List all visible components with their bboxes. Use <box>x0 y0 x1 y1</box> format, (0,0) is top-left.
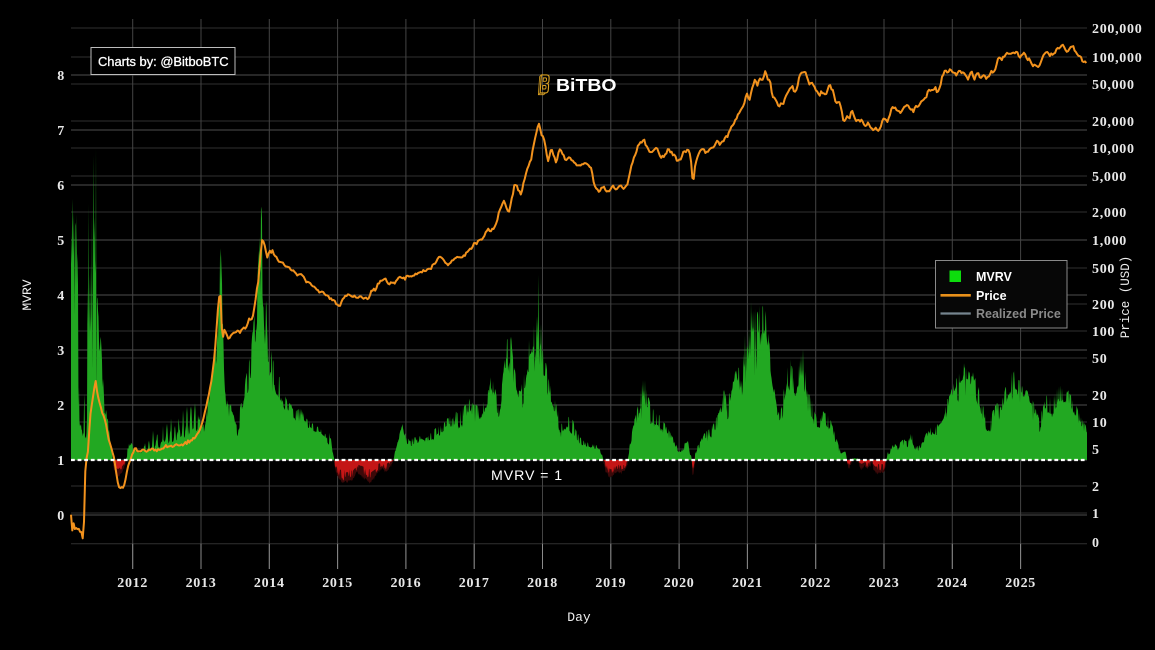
svg-text:2013: 2013 <box>186 576 217 591</box>
svg-text:2021: 2021 <box>732 576 763 591</box>
svg-text:50: 50 <box>1092 352 1107 367</box>
svg-text:2023: 2023 <box>869 576 900 591</box>
svg-text:MVRV = 1: MVRV = 1 <box>491 468 563 484</box>
svg-text:2025: 2025 <box>1005 576 1036 591</box>
svg-text:6: 6 <box>57 179 65 194</box>
svg-text:Price (USD): Price (USD) <box>1119 256 1133 339</box>
svg-text:100,000: 100,000 <box>1092 51 1142 66</box>
svg-text:2017: 2017 <box>459 576 490 591</box>
svg-text:2: 2 <box>57 399 65 414</box>
svg-text:0: 0 <box>1092 536 1100 551</box>
svg-text:2012: 2012 <box>117 576 148 591</box>
svg-text:10: 10 <box>1092 416 1107 431</box>
svg-text:MVRV: MVRV <box>20 279 35 310</box>
svg-text:4: 4 <box>57 289 65 304</box>
svg-text:5,000: 5,000 <box>1092 170 1127 185</box>
svg-text:1: 1 <box>57 454 65 469</box>
svg-text:2020: 2020 <box>664 576 695 591</box>
svg-text:2022: 2022 <box>800 576 831 591</box>
svg-text:20,000: 20,000 <box>1092 115 1135 130</box>
svg-text:2015: 2015 <box>322 576 353 591</box>
svg-text:5: 5 <box>1092 443 1100 458</box>
svg-text:2019: 2019 <box>595 576 626 591</box>
svg-text:1: 1 <box>1092 507 1100 522</box>
svg-text:MVRV: MVRV <box>976 270 1013 284</box>
svg-text:100: 100 <box>1092 325 1115 340</box>
svg-text:20: 20 <box>1092 389 1107 404</box>
svg-text:8: 8 <box>57 69 65 84</box>
svg-text:2014: 2014 <box>254 576 285 591</box>
svg-text:2024: 2024 <box>937 576 968 591</box>
svg-text:50,000: 50,000 <box>1092 78 1135 93</box>
svg-text:1,000: 1,000 <box>1092 234 1127 249</box>
svg-text:7: 7 <box>57 124 65 139</box>
svg-text:200: 200 <box>1092 298 1115 313</box>
svg-text:Charts by: @BitboBTC: Charts by: @BitboBTC <box>98 54 229 69</box>
svg-text:0: 0 <box>57 509 65 524</box>
svg-text:10,000: 10,000 <box>1092 142 1135 157</box>
svg-text:2016: 2016 <box>390 576 421 591</box>
svg-text:5: 5 <box>57 234 65 249</box>
svg-text:500: 500 <box>1092 262 1115 277</box>
svg-text:2: 2 <box>1092 480 1100 495</box>
svg-text:BiTBO: BiTBO <box>556 75 617 95</box>
svg-text:Realized Price: Realized Price <box>976 307 1061 321</box>
svg-text:200,000: 200,000 <box>1092 22 1142 37</box>
svg-text:Price: Price <box>976 289 1007 303</box>
svg-text:3: 3 <box>57 344 65 359</box>
svg-text:Day: Day <box>567 610 591 625</box>
svg-text:2,000: 2,000 <box>1092 206 1127 221</box>
svg-text:2018: 2018 <box>527 576 558 591</box>
